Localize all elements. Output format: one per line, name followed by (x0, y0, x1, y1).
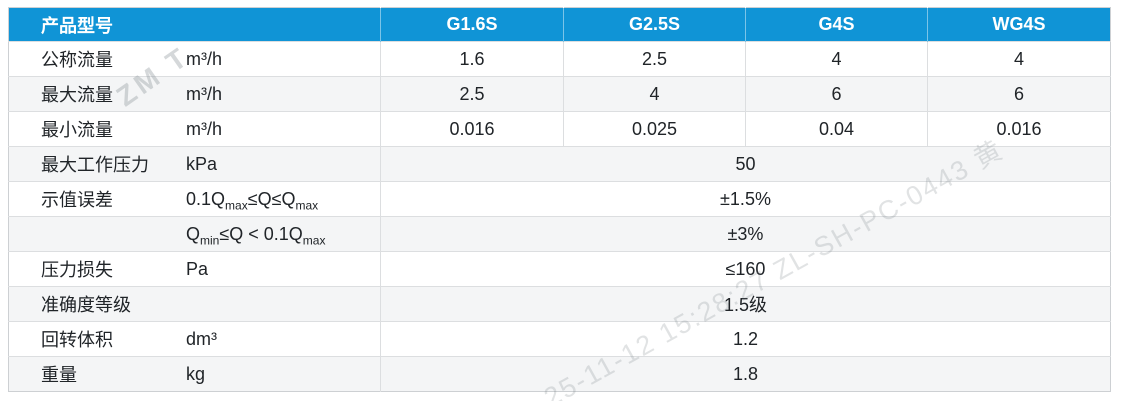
table-row-min-flow: 最小流量 m³/h 0.016 0.025 0.04 0.016 (8, 111, 1111, 147)
merged-value-cell: 1.8 (380, 356, 1111, 392)
row-label-cell: 回转体积 dm³ (8, 321, 381, 357)
value-cell: 0.025 (563, 111, 746, 147)
row-label-cell: 重量 kg (8, 356, 381, 392)
value-cell: 2.5 (563, 41, 746, 77)
header-model-g2-5s: G2.5S (563, 7, 746, 42)
table-row-nominal-flow: 公称流量 m³/h 1.6 2.5 4 4 (8, 41, 1111, 77)
row-label-cell: 最大流量 m³/h (8, 76, 381, 112)
row-label: 重量 (41, 365, 77, 385)
row-unit: m³/h (186, 48, 222, 69)
row-condition: Qmin≤Q < 0.1Qmax (186, 223, 326, 248)
merged-value-cell: 50 (380, 146, 1111, 182)
row-label-cell: 最大工作压力 kPa (8, 146, 381, 182)
header-row: 产品型号 G1.6S G2.5S G4S WG4S (8, 7, 1111, 42)
value-cell: 1.6 (380, 41, 564, 77)
row-label: 回转体积 (41, 330, 113, 350)
row-label: 示值误差 (41, 190, 113, 210)
row-unit: kPa (186, 153, 218, 174)
table-body: 公称流量 m³/h 1.6 2.5 4 4 最大流量 m³/h 2.5 4 6 6 … (8, 41, 1111, 392)
row-label-cell: 最小流量 m³/h (8, 111, 381, 147)
row-label-cell: 示值误差 0.1Qmax≤Q≤Qmax (8, 181, 381, 217)
product-spec-table: 产品型号 G1.6S G2.5S G4S WG4S 公称流量 m³/h 1.6 2… (8, 7, 1111, 392)
value-cell: 4 (563, 76, 746, 112)
header-model-g1-6s: G1.6S (380, 7, 564, 42)
row-label-cell: Qmin≤Q < 0.1Qmax (8, 216, 381, 252)
row-label-cell: 公称流量 m³/h (8, 41, 381, 77)
row-unit: dm³ (186, 328, 217, 349)
value-cell: 0.04 (745, 111, 928, 147)
header-model-g4s: G4S (745, 7, 928, 42)
table-row-max-working-pressure: 最大工作压力 kPa 50 (8, 146, 1111, 182)
value-cell: 6 (745, 76, 928, 112)
table-row-weight: 重量 kg 1.8 (8, 356, 1111, 392)
row-label: 公称流量 (41, 50, 113, 70)
value-cell: 4 (745, 41, 928, 77)
table-row-pressure-loss: 压力损失 Pa ≤160 (8, 251, 1111, 287)
table-header: 产品型号 G1.6S G2.5S G4S WG4S (8, 7, 1111, 42)
table-row-indication-error-lower: Qmin≤Q < 0.1Qmax ±3% (8, 216, 1111, 252)
row-condition: 0.1Qmax≤Q≤Qmax (186, 188, 319, 213)
row-label: 最小流量 (41, 120, 113, 140)
row-unit: kg (186, 363, 206, 384)
row-label: 压力损失 (41, 260, 113, 280)
value-cell: 0.016 (927, 111, 1111, 147)
merged-value-cell: ±1.5% (380, 181, 1111, 217)
table-row-cyclic-volume: 回转体积 dm³ 1.2 (8, 321, 1111, 357)
merged-value-cell: 1.2 (380, 321, 1111, 357)
table-row-accuracy-class: 准确度等级 1.5级 (8, 286, 1111, 322)
value-cell: 0.016 (380, 111, 564, 147)
table-row-indication-error-upper: 示值误差 0.1Qmax≤Q≤Qmax ±1.5% (8, 181, 1111, 217)
header-model-wg4s: WG4S (927, 7, 1111, 42)
row-label-cell: 准确度等级 (8, 286, 381, 322)
table-row-max-flow: 最大流量 m³/h 2.5 4 6 6 (8, 76, 1111, 112)
header-product-model: 产品型号 (8, 7, 381, 42)
value-cell: 6 (927, 76, 1111, 112)
merged-value-cell: ±3% (380, 216, 1111, 252)
row-unit: Pa (186, 258, 209, 279)
value-cell: 2.5 (380, 76, 564, 112)
row-unit: m³/h (186, 83, 222, 104)
merged-value-cell: 1.5级 (380, 286, 1111, 322)
row-label-cell: 压力损失 Pa (8, 251, 381, 287)
row-label: 准确度等级 (41, 295, 131, 315)
value-cell: 4 (927, 41, 1111, 77)
row-label: 最大流量 (41, 85, 113, 105)
row-unit: m³/h (186, 118, 222, 139)
row-label: 最大工作压力 (41, 155, 149, 175)
merged-value-cell: ≤160 (380, 251, 1111, 287)
